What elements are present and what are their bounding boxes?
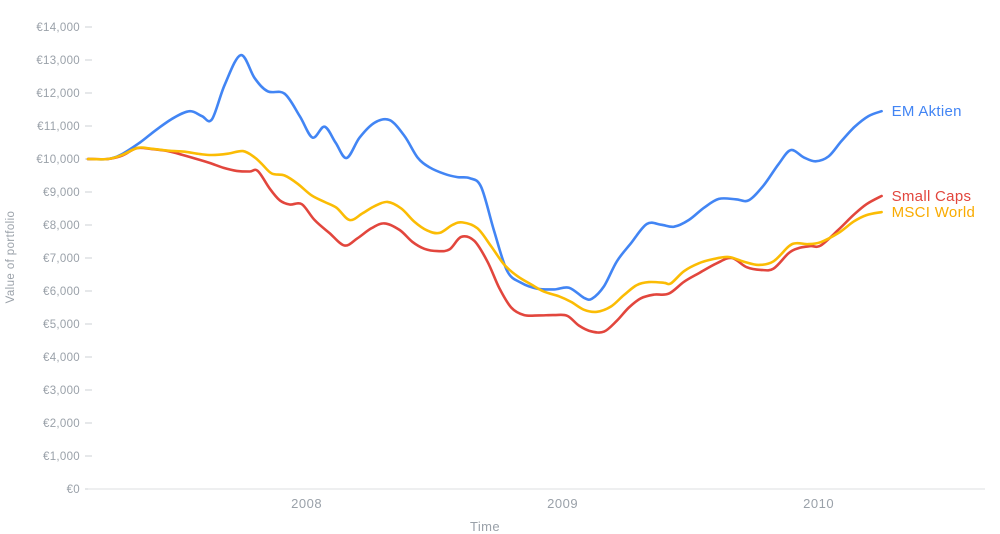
series-line-msci-world bbox=[86, 146, 883, 314]
y-tick-label: €10,000 bbox=[36, 154, 80, 166]
y-tick-label: €8,000 bbox=[43, 220, 80, 232]
y-tick-label: €2,000 bbox=[43, 418, 80, 430]
y-tick-label: €0 bbox=[67, 484, 80, 496]
y-tick-label: €13,000 bbox=[36, 55, 80, 67]
y-tick-label: €1,000 bbox=[43, 451, 80, 463]
y-tick-label: €3,000 bbox=[43, 385, 80, 397]
y-tick-label: €11,000 bbox=[37, 121, 80, 133]
x-tick-label: 2008 bbox=[291, 496, 322, 511]
x-tick-label: 2009 bbox=[547, 496, 578, 511]
series-label-small-caps: Small Caps bbox=[892, 188, 972, 205]
y-tick-label: €6,000 bbox=[43, 286, 80, 298]
series-label-msci-world: MSCI World bbox=[892, 204, 976, 221]
y-tick-label: €5,000 bbox=[43, 319, 80, 331]
y-tick-label: €14,000 bbox=[36, 22, 80, 34]
x-tick-label: 2010 bbox=[803, 496, 834, 511]
series-line-small-caps bbox=[86, 146, 883, 334]
y-tick-label: €7,000 bbox=[43, 253, 80, 265]
series-label-em-aktien: EM Aktien bbox=[892, 103, 962, 120]
y-tick-label: €9,000 bbox=[43, 187, 80, 199]
y-tick-label: €4,000 bbox=[43, 352, 80, 364]
x-axis-title: Time bbox=[469, 519, 501, 534]
y-axis-title: Value of portfolio bbox=[5, 210, 17, 304]
y-tick-label: €12,000 bbox=[36, 88, 80, 100]
series-line-em-aktien bbox=[86, 53, 883, 302]
